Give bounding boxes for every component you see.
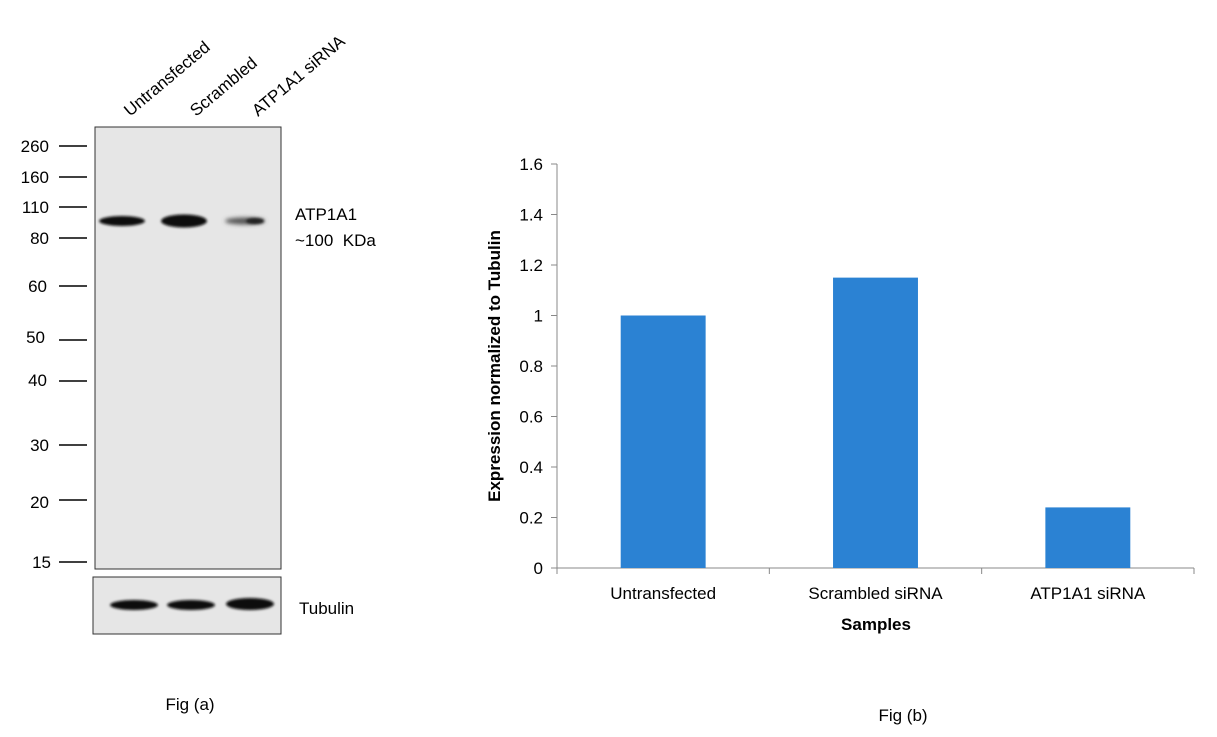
mw-marker-label: 160	[21, 168, 49, 187]
mw-marker-label: 80	[30, 229, 49, 248]
y-tick-label: 1.6	[519, 155, 543, 174]
lane-label-atp1a1-sirna: ATP1A1 siRNA	[248, 31, 349, 120]
x-tick-label: ATP1A1 siRNA	[1030, 584, 1146, 603]
atp1a1-bands	[99, 214, 265, 228]
fig-b-caption: Fig (b)	[878, 706, 927, 725]
bar-untransfected	[620, 315, 706, 568]
mw-marker-label: 20	[30, 493, 49, 512]
mw-marker-label: 30	[30, 436, 49, 455]
x-tick-label: Untransfected	[610, 584, 716, 603]
mw-marker-label: 50	[26, 328, 45, 347]
mw-marker-ladder: 260 160 110 80 60 50 40 30 20 15	[21, 137, 87, 572]
mw-marker-label: 40	[28, 371, 47, 390]
y-tick-label: 1	[534, 307, 543, 326]
bar-atp1a1-sirna	[1045, 507, 1131, 568]
chart-y-tick-labels: 0 0.2 0.4 0.6 0.8 1 1.2 1.4 1.6	[519, 155, 543, 578]
fig-a-caption: Fig (a)	[165, 695, 214, 714]
y-tick-label: 0	[534, 559, 543, 578]
bar-scrambled-sirna	[833, 277, 918, 568]
loading-control-label: Tubulin	[299, 599, 354, 618]
blot-membrane-main	[94, 126, 282, 570]
y-tick-label: 1.4	[519, 206, 543, 225]
y-tick-label: 0.8	[519, 357, 543, 376]
mw-marker-label: 15	[32, 553, 51, 572]
mw-marker-label: 110	[22, 198, 49, 217]
chart-bars	[620, 277, 1131, 568]
x-axis-title: Samples	[841, 615, 911, 634]
chart-x-tick-labels: Untransfected Scrambled siRNA ATP1A1 siRNA	[610, 584, 1146, 603]
y-tick-label: 1.2	[519, 256, 543, 275]
y-tick-label: 0.4	[519, 458, 543, 477]
x-tick-label: Scrambled siRNA	[808, 584, 943, 603]
target-protein-label: ATP1A1	[295, 205, 357, 224]
band-untransfected-tubulin	[110, 600, 158, 610]
band-atp1a1-sirna-tubulin	[226, 598, 274, 610]
band-untransfected-atp1a1	[99, 216, 145, 226]
band-scrambled-atp1a1	[161, 214, 207, 228]
y-tick-label: 0.2	[519, 509, 543, 528]
bar-chart-panel: Untransfected Scrambled siRNA ATP1A1 siRNA…	[485, 155, 1195, 725]
mw-marker-label: 260	[21, 137, 49, 156]
y-tick-label: 0.6	[519, 408, 543, 427]
band-scrambled-tubulin	[167, 600, 215, 610]
mw-marker-label: 60	[28, 277, 47, 296]
western-blot-panel: Untransfected Scrambled ATP1A1 siRNA 260…	[21, 31, 377, 714]
target-protein-size: ~100 KDa	[295, 231, 376, 250]
y-axis-title: Expression normalized to Tubulin	[485, 230, 504, 502]
tubulin-bands	[110, 598, 274, 610]
